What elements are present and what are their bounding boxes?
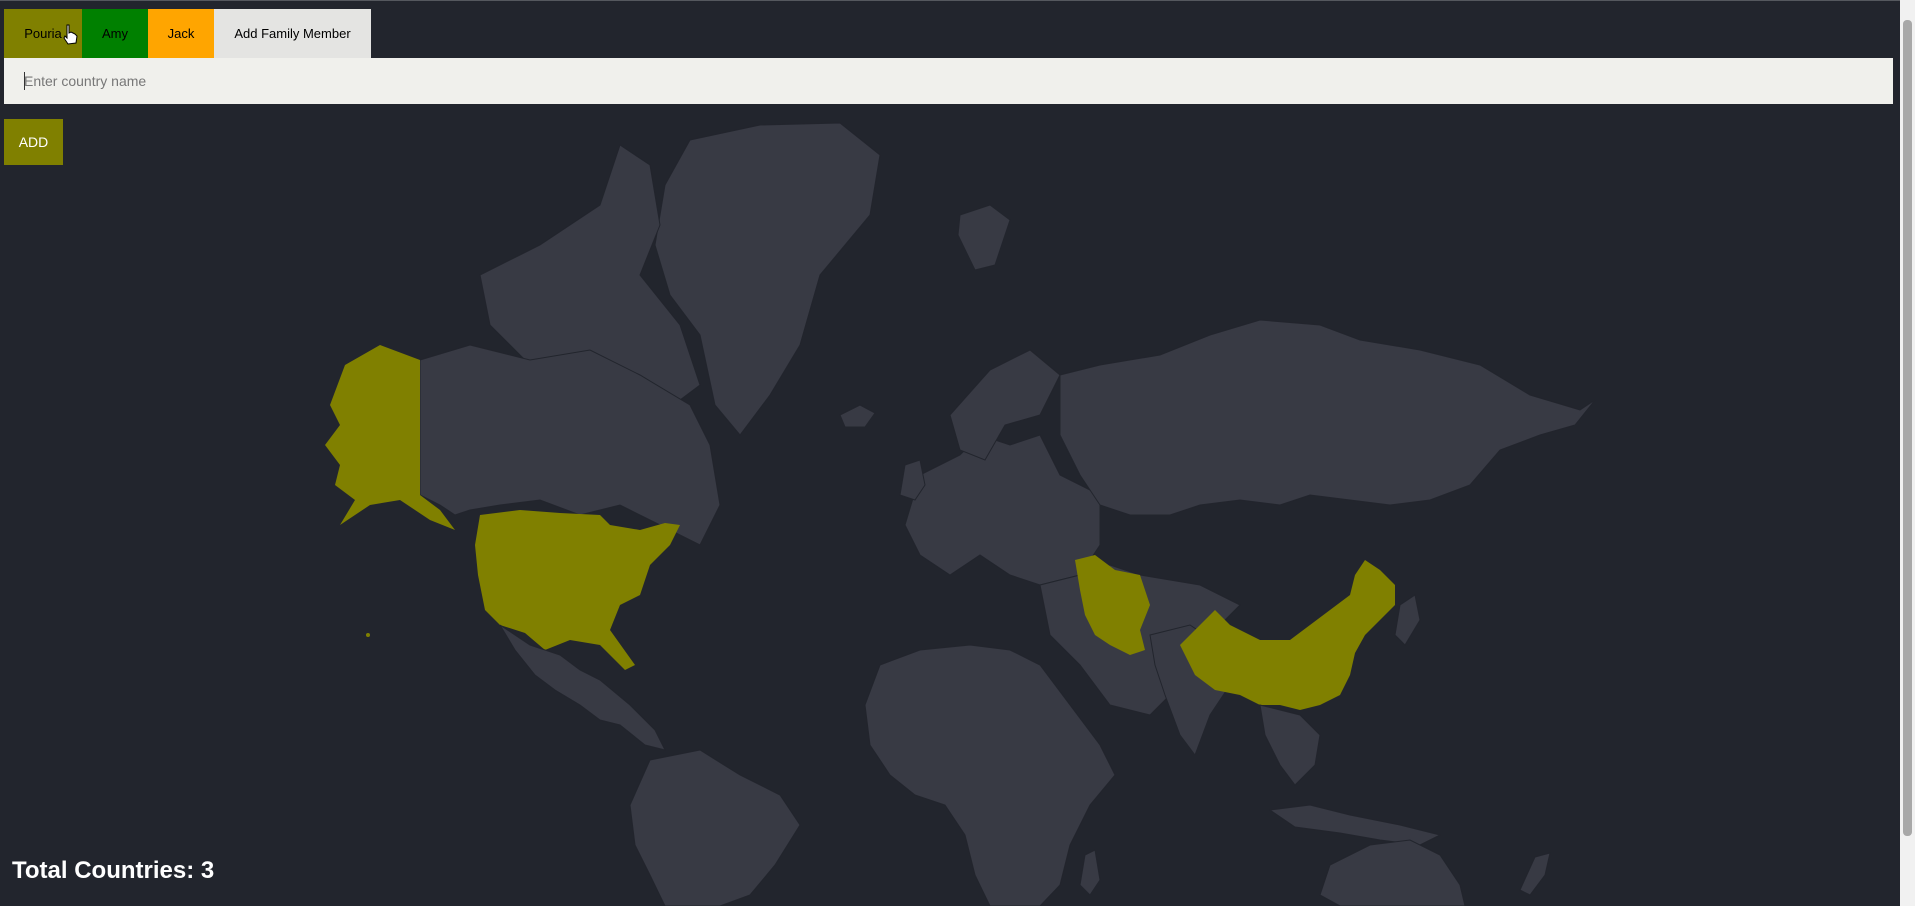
vertical-scrollbar[interactable] (1900, 0, 1915, 906)
country-name-input[interactable] (4, 58, 1893, 104)
tab-amy[interactable]: Amy (82, 9, 148, 58)
hand-cursor-icon (63, 24, 78, 45)
map-country-iceland[interactable] (839, 404, 876, 428)
map-country-new-zealand[interactable] (1519, 852, 1551, 896)
total-countries-counter: Total Countries: 3 (12, 857, 215, 884)
map-country-greenland[interactable] (654, 122, 881, 436)
tab-jack[interactable]: Jack (148, 9, 214, 58)
world-map (325, 122, 1596, 906)
map-country-united-kingdom[interactable] (899, 459, 926, 501)
map-region-indonesia[interactable] (1268, 804, 1442, 846)
map-region-southeast-asia[interactable] (1259, 704, 1321, 786)
map-country-russia[interactable] (1059, 319, 1596, 516)
map-region-central-america[interactable] (499, 624, 666, 751)
map-country-japan[interactable] (1394, 594, 1421, 646)
add-country-button[interactable]: ADD (4, 119, 63, 165)
map-country-alaska[interactable] (325, 345, 455, 530)
map-country-united-states[interactable] (475, 510, 680, 670)
map-region-africa[interactable] (864, 644, 1116, 906)
scrollbar-thumb[interactable] (1903, 20, 1912, 836)
map-country-australia[interactable] (1319, 839, 1466, 906)
family-tabs: Pouria Amy Jack Add Family Member (4, 9, 371, 58)
window-top-border (0, 0, 1915, 1)
map-region-south-america[interactable] (629, 749, 801, 906)
map-country-madagascar[interactable] (1079, 849, 1101, 896)
map-region-scandinavia[interactable] (949, 349, 1061, 461)
map-country-china[interactable] (1180, 560, 1395, 710)
add-family-member-tab[interactable]: Add Family Member (214, 9, 371, 58)
map-region-hawaii[interactable] (366, 633, 370, 637)
map-country-iran[interactable] (1075, 555, 1150, 655)
text-caret (24, 72, 25, 90)
map-region-svalbard[interactable] (957, 204, 1011, 271)
country-input-container (4, 58, 1893, 104)
